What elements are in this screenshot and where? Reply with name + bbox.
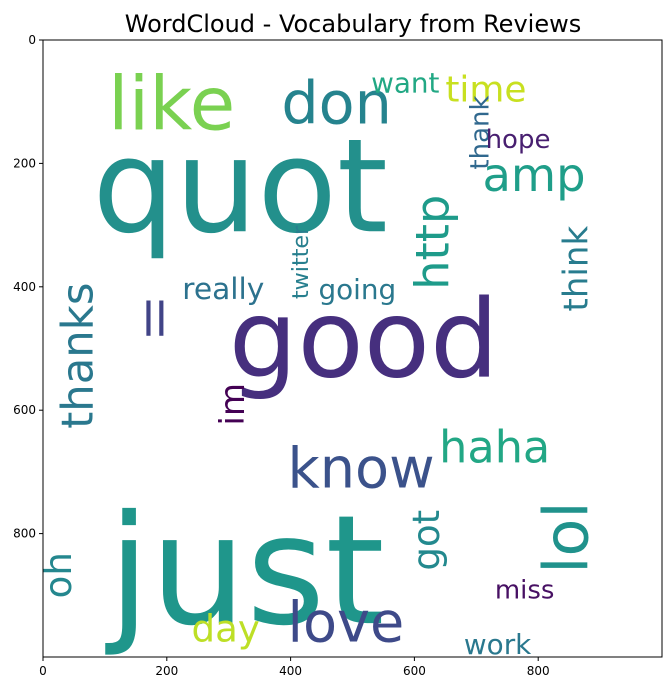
word-im: im — [213, 383, 253, 426]
word-thanks: thanks — [54, 283, 104, 429]
word-hope: hope — [486, 125, 551, 155]
word-haha: haha — [439, 422, 550, 474]
y-tick-label: 200 — [13, 156, 36, 170]
y-tick-label: 0 — [28, 33, 36, 47]
y-axis: 0 200 400 600 800 — [13, 33, 43, 541]
word-oh: oh — [37, 552, 80, 598]
word-know: know — [288, 436, 435, 501]
word-twitter: twitter — [288, 225, 314, 299]
x-tick-label: 600 — [403, 664, 426, 678]
word-amp: amp — [482, 148, 585, 202]
y-tick-label: 600 — [13, 403, 36, 417]
word-day: day — [192, 608, 260, 651]
x-tick-label: 0 — [39, 664, 47, 678]
word-got: got — [405, 510, 448, 571]
plot-background — [43, 40, 662, 657]
word-time: time — [445, 70, 526, 111]
word-going: going — [318, 273, 396, 306]
word-good: good — [229, 275, 499, 402]
word-http: http — [405, 195, 459, 290]
plot-frame — [42, 39, 663, 658]
word-think: think — [557, 226, 597, 312]
chart-title: WordCloud - Vocabulary from Reviews — [125, 10, 581, 38]
x-axis: 0 200 400 600 800 — [39, 657, 550, 678]
x-tick-label: 800 — [527, 664, 550, 678]
y-tick-label: 800 — [13, 527, 36, 541]
word-ll: ll — [142, 293, 168, 347]
word-quot: quot — [93, 110, 388, 262]
word-really: really — [182, 272, 264, 307]
word-love: love — [288, 591, 405, 656]
word-lol: lol — [531, 501, 603, 573]
word-work: work — [464, 628, 532, 661]
word-thank: thank — [466, 95, 496, 169]
word-want: want — [371, 66, 439, 99]
x-tick-label: 200 — [155, 664, 178, 678]
word-just: just — [105, 482, 385, 659]
x-tick-label: 400 — [279, 664, 302, 678]
word-like: like — [108, 60, 235, 147]
word-miss: miss — [495, 575, 555, 605]
word-don: don — [281, 68, 392, 137]
y-tick-label: 400 — [13, 280, 36, 294]
